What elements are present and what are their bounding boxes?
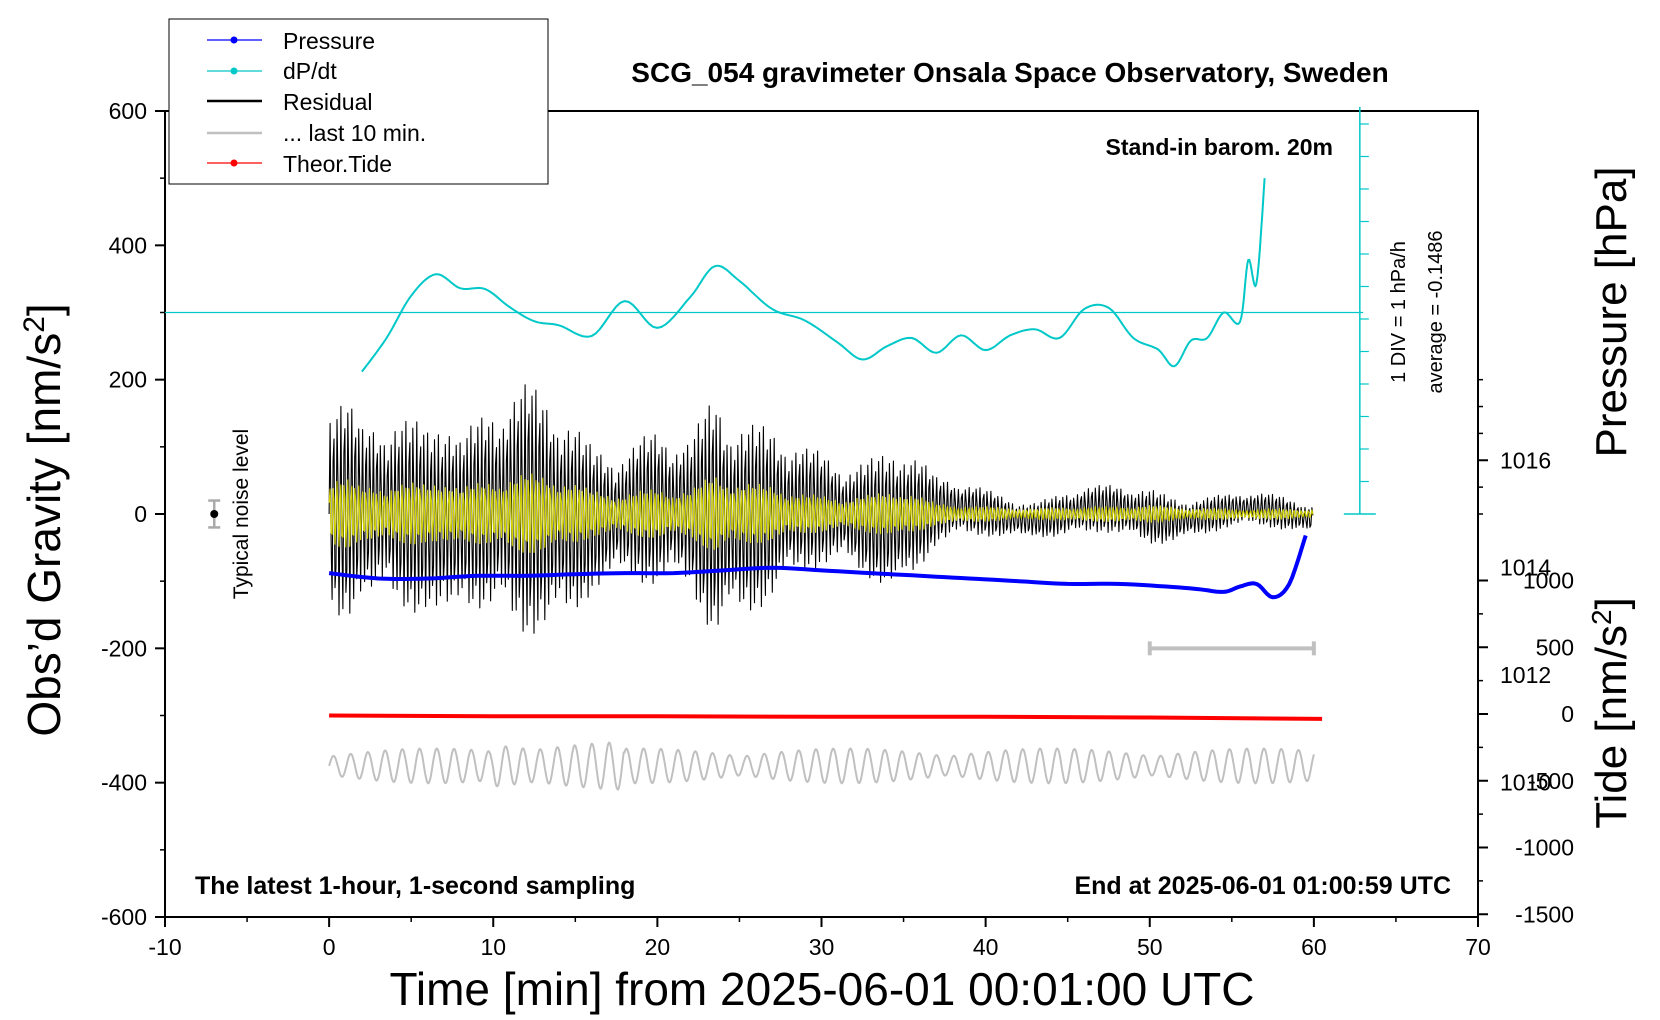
x-tick-label: 30 — [809, 934, 835, 960]
residual-filtered-line — [328, 473, 1314, 554]
x-tick-label: 50 — [1137, 934, 1163, 960]
y-tick-label: 0 — [134, 501, 147, 527]
x-tick-label: 60 — [1301, 934, 1327, 960]
noise-point — [210, 510, 219, 518]
series-layer — [208, 178, 1323, 791]
x-tick-label: 10 — [480, 934, 506, 960]
x-tick-label: -10 — [148, 934, 181, 960]
tide-tick-label: 0 — [1561, 701, 1574, 727]
legend-label: ... last 10 min. — [283, 120, 426, 146]
div-label: 1 DIV = 1 hPa/h — [1388, 241, 1410, 383]
x-tick-label: 70 — [1465, 934, 1491, 960]
last-10-min-line — [328, 741, 1315, 791]
theor-tide-line — [329, 713, 1323, 721]
tide-tick-label: -500 — [1528, 768, 1574, 794]
y-axis-title-pressure: Pressure [hPa] — [1587, 166, 1636, 457]
legend-item-last10: ... last 10 min. — [207, 120, 426, 146]
pressure-line — [328, 534, 1308, 600]
x-tick-label: 40 — [973, 934, 999, 960]
y-tick-label: -600 — [101, 904, 147, 930]
tide-tick-label: -1000 — [1515, 835, 1574, 861]
stand-in-label: Stand-in barom. 20m — [1106, 134, 1333, 160]
pressure-tick-label: 1014 — [1500, 555, 1551, 581]
tide-tick-label: 1000 — [1523, 568, 1574, 594]
axis-ticks: -10 0 10 20 30 40 50 60 70 600 400 200 0 -200 -400 -600… — [101, 98, 1574, 960]
y-tick-label: -200 — [101, 635, 147, 661]
y-tick-label: 200 — [109, 367, 147, 393]
legend-label: Residual — [283, 89, 373, 115]
legend: Pressure dP/dt Residual ... last 10 min.… — [168, 18, 549, 185]
pressure-tick-label: 1016 — [1500, 447, 1551, 473]
legend-item-dpdt: dP/dt — [207, 58, 337, 84]
legend-item-residual: Residual — [207, 89, 373, 115]
x-tick-label: 20 — [645, 934, 671, 960]
pressure-tick-label: 1012 — [1500, 662, 1551, 688]
legend-item-pressure: Pressure — [207, 28, 375, 54]
y-axis-title-left: Obs’d Gravity [nm/s2] — [18, 303, 71, 736]
noise-label: Typical noise level — [230, 429, 253, 599]
dpdt-line — [361, 178, 1266, 373]
x-tick-label: 0 — [323, 934, 336, 960]
tide-tick-label: -1500 — [1515, 901, 1574, 927]
x-axis-title: Time [min] from 2025-06-01 00:01:00 UTC — [390, 963, 1255, 1015]
y-tick-label: -400 — [101, 770, 147, 796]
y-axis-title-tide: Tide [nm/s2] — [1586, 597, 1637, 829]
y-tick-label: 400 — [109, 232, 147, 258]
dpdt-scale — [165, 107, 1376, 515]
chart-title: SCG_054 gravimeter Onsala Space Observat… — [631, 57, 1388, 88]
legend-label: Theor.Tide — [283, 151, 392, 177]
y-tick-label: 600 — [109, 98, 147, 124]
legend-label: dP/dt — [283, 58, 337, 84]
bottom-left-label: The latest 1-hour, 1-second sampling — [195, 872, 635, 900]
legend-item-tide: Theor.Tide — [207, 151, 392, 177]
legend-label: Pressure — [283, 28, 375, 54]
pressure-tick-label: 1010 — [1500, 770, 1551, 796]
average-label: average = -0.1486 — [1425, 231, 1447, 394]
bottom-right-label: End at 2025-06-01 01:00:59 UTC — [1074, 872, 1451, 900]
tide-tick-label: 500 — [1536, 634, 1574, 660]
